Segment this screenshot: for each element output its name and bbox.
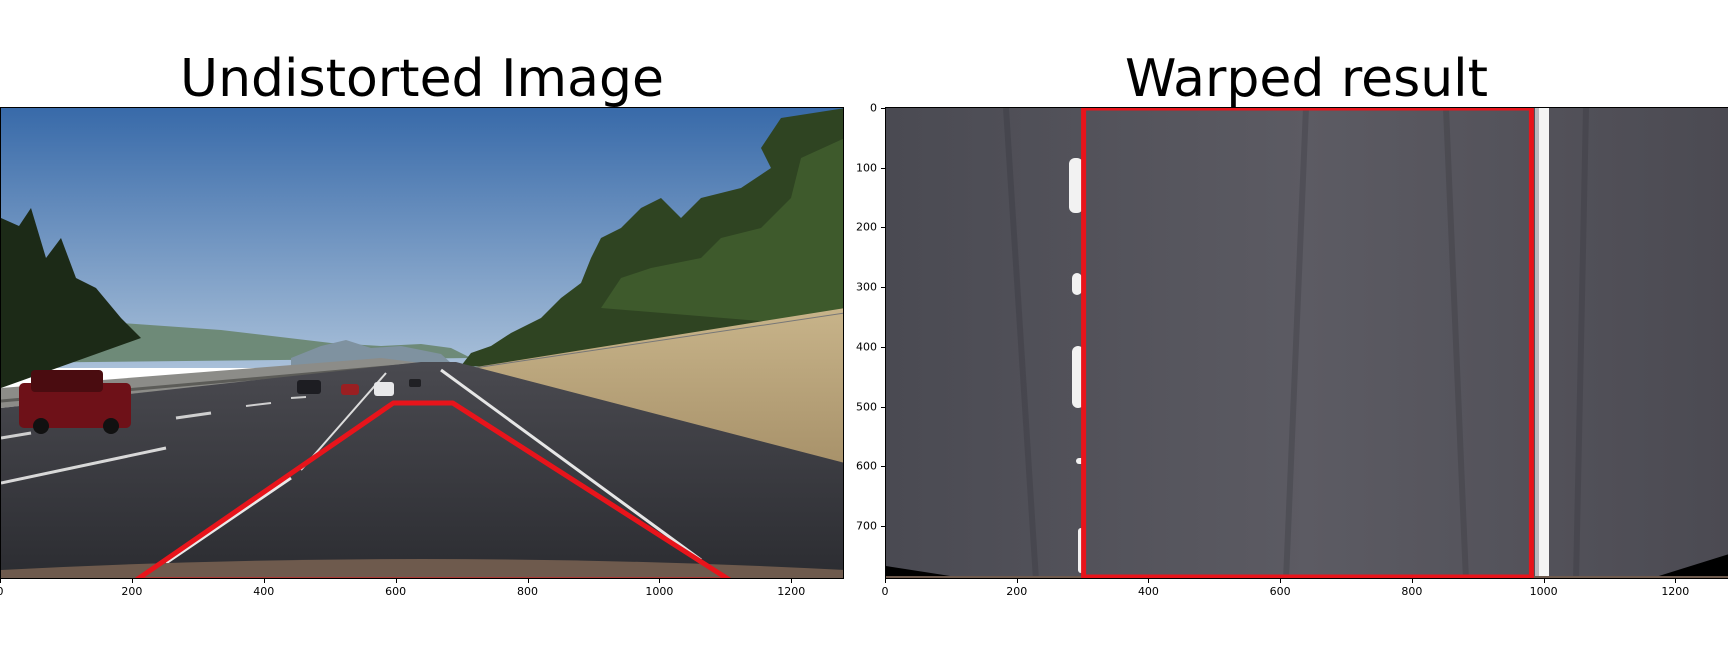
x-tick-mark [131,579,133,583]
right-y-tick-label: 300 [856,280,877,294]
right-y-tick-label: 0 [870,101,877,115]
right-x-tick-label: 1000 [1529,585,1558,598]
left-panel-title: Undistorted Image [180,49,664,109]
right-lane-line [1539,108,1549,578]
x-tick-mark [885,579,886,583]
road-surface [1,362,843,578]
roadside-grass [451,308,843,463]
left-x-tick-label: 1200 [777,585,806,598]
right-x-tick-label: 0 [881,585,889,598]
right-x-tick-label: 800 [1401,585,1423,598]
left-x-tick-label: 1000 [645,585,674,598]
warped-image [886,108,1728,578]
right-x-tick-label: 600 [1269,585,1291,598]
undistorted-image-panel [0,107,844,579]
warped-result-panel [885,107,1728,579]
x-tick-mark [1280,579,1282,583]
x-tick-mark [791,579,793,583]
right-x-tick-label: 1200 [1661,585,1690,598]
right-y-tick-label: 200 [856,220,877,234]
y-tick-mark [881,227,885,229]
y-tick-mark [881,406,885,408]
y-tick-mark [881,526,885,528]
left-x-tick-label: 800 [517,585,538,598]
left-x-tick-label: 0 [0,585,4,598]
left-x-tick-label: 400 [253,585,275,598]
car-hood [1,559,843,578]
right-y-tick-label: 500 [856,400,877,414]
right-panel-title: Warped result [1125,49,1488,109]
warped-road [886,108,1728,578]
right-y-tick-label: 600 [856,459,877,473]
left-trees [1,208,141,388]
y-tick-mark [881,466,885,468]
destination-rectangle [1081,108,1534,578]
source-polygon [134,400,732,578]
y-tick-mark [881,346,885,348]
x-tick-mark [0,579,1,583]
x-tick-mark [263,579,265,583]
right-x-tick-label: 200 [1006,585,1028,598]
x-tick-mark [527,579,529,583]
red-suv [19,370,131,434]
x-tick-mark [659,579,661,583]
x-tick-mark [1148,579,1150,583]
left-x-tick-label: 200 [121,585,143,598]
y-tick-mark [881,287,885,289]
y-tick-mark [881,167,885,169]
right-x-tick-label: 400 [1137,585,1159,598]
right-y-tick-label: 100 [856,161,877,175]
x-tick-mark [1675,579,1677,583]
x-tick-mark [1411,579,1413,583]
right-y-tick-label: 400 [856,340,877,354]
y-tick-mark [881,108,885,109]
x-tick-mark [395,579,397,583]
x-tick-mark [1016,579,1018,583]
undistorted-image [1,108,843,578]
right-y-tick-label: 700 [856,519,877,533]
x-tick-mark [1543,579,1545,583]
left-x-tick-label: 600 [385,585,407,598]
